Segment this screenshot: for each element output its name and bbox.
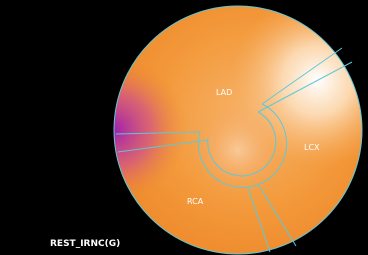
lad-label: LAD [216,88,232,97]
caption: REST_IRNC(G) [50,239,120,249]
lcx-label: LCX [304,143,320,152]
apex-region [193,105,283,195]
rca-label: RCA [187,197,204,206]
polar-map-view: LAD LCX RCA REST_IRNC(G) [0,0,368,255]
page: LAD LCX RCA REST_IRNC(G) (() => { const … [0,0,368,255]
